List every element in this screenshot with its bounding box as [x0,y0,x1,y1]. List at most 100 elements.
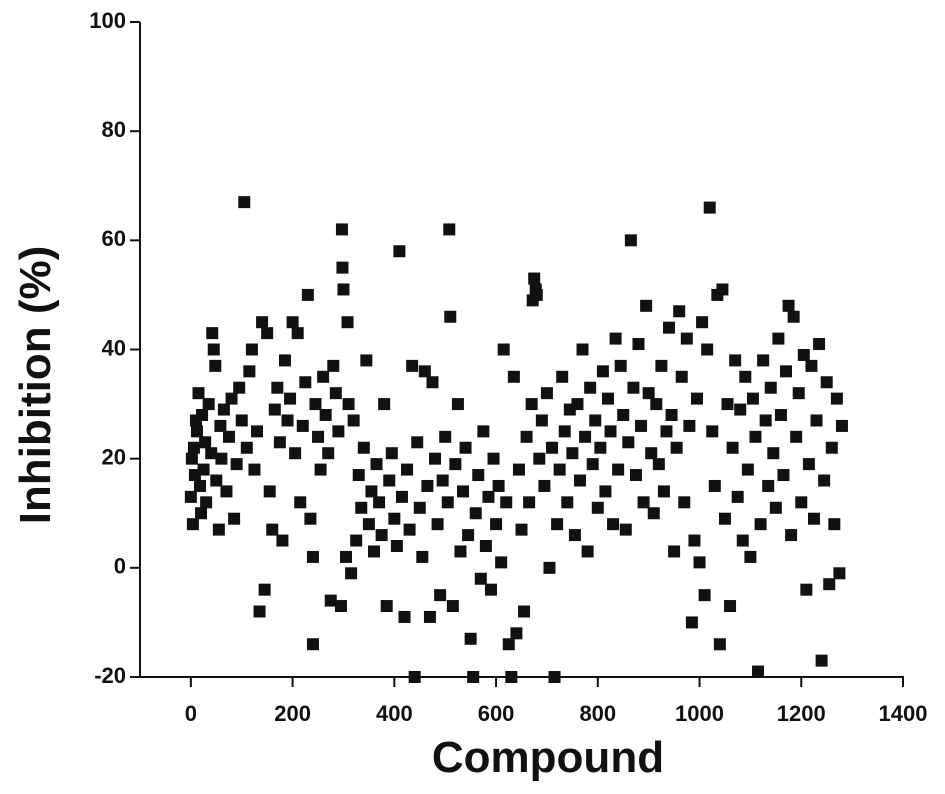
point [294,496,307,509]
point [518,605,531,618]
x-tick-label: 1400 [879,701,928,726]
point [273,436,286,449]
point [497,343,510,356]
point [734,403,747,416]
point [706,425,719,438]
point [675,370,688,383]
point [835,419,848,432]
x-tick-label: 600 [478,701,515,726]
point [823,578,836,591]
point [281,414,294,427]
point [573,474,586,487]
point [769,501,782,514]
point [637,496,650,509]
point [525,398,538,411]
point [258,583,271,596]
point [594,441,607,454]
point [502,638,515,651]
y-tick-label: 0 [114,554,126,579]
point [718,512,731,525]
point [418,365,431,378]
point [533,452,546,465]
point [543,561,556,574]
point [660,425,673,438]
point [271,381,284,394]
point [673,305,686,318]
point [393,245,406,258]
point [360,354,373,367]
point [815,654,828,667]
point [782,299,795,312]
point [512,463,525,476]
point [312,430,325,443]
point [421,479,434,492]
point [469,507,482,520]
point [342,398,355,411]
point [304,512,317,525]
point [434,589,447,602]
point [589,414,602,427]
point [777,469,790,482]
point [739,370,752,383]
point [449,458,462,471]
point [652,458,665,471]
point [357,441,370,454]
point [195,507,208,520]
point [276,534,289,547]
point [650,398,663,411]
point [780,365,793,378]
point [551,518,564,531]
point [296,419,309,432]
point [622,436,635,449]
point [627,381,640,394]
y-axis-title: Inhibition (%) [11,246,60,525]
point [663,321,676,334]
point [802,458,815,471]
point [238,196,251,209]
point [347,414,360,427]
point [568,529,581,542]
point [764,381,777,394]
point [828,518,841,531]
point [317,370,330,383]
point [194,479,207,492]
point [324,594,337,607]
point [716,283,729,296]
y-tick-label: -20 [94,663,126,688]
point [548,671,561,683]
point [406,359,419,372]
point [205,447,218,460]
point [744,550,757,563]
point [736,534,749,547]
point [785,529,798,542]
point [383,474,396,487]
point [813,338,826,351]
point [380,600,393,613]
point [586,458,599,471]
point [184,490,197,503]
x-tick-label: 400 [376,701,413,726]
point [647,507,660,520]
point [767,447,780,460]
point [746,392,759,405]
point [657,485,670,498]
point [833,567,846,580]
point [645,447,658,460]
point [355,501,368,514]
point [263,485,276,498]
point [820,376,833,389]
point [378,398,391,411]
point [209,359,222,372]
point [322,447,335,460]
point [772,332,785,345]
point [558,425,571,438]
point [510,627,523,640]
point [390,540,403,552]
point [385,447,398,460]
point [792,387,805,400]
point [698,589,711,602]
point [632,338,645,351]
point [830,392,843,405]
point [490,518,503,531]
